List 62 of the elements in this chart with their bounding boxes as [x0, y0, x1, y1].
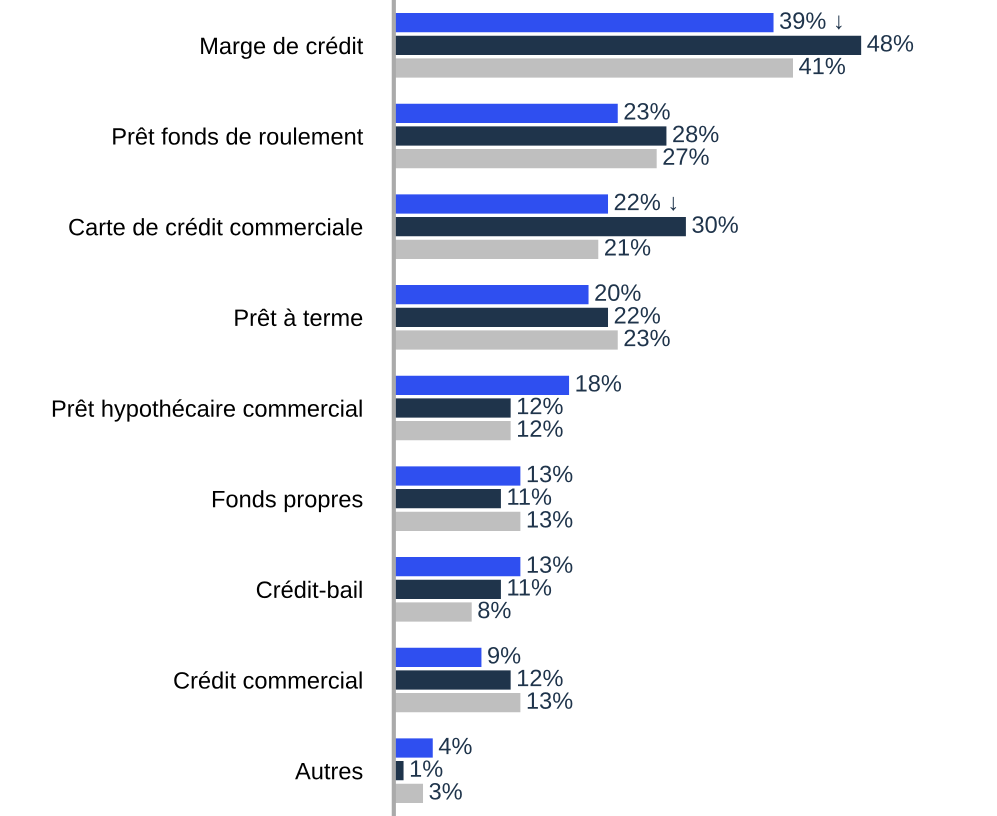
- data-label: 41%: [799, 58, 845, 74]
- bar: [394, 466, 520, 486]
- bar: [394, 308, 608, 327]
- bar: [394, 398, 511, 418]
- bar: [394, 240, 598, 259]
- bar: [394, 580, 501, 599]
- bar: [394, 149, 657, 168]
- data-label: 12%: [518, 670, 563, 686]
- data-label: 18%: [576, 374, 622, 392]
- data-label: 13%: [528, 556, 572, 574]
- y-tick-label: Prêt hypothécaire commercial: [52, 399, 362, 422]
- bar: [394, 693, 520, 712]
- bar: [394, 194, 608, 214]
- y-tick-label: Crédit commercial: [174, 671, 362, 689]
- bar: [394, 489, 501, 508]
- data-label: 13%: [528, 466, 572, 482]
- bar: [394, 512, 520, 531]
- data-label: 9%: [488, 646, 520, 664]
- bar: [394, 784, 424, 803]
- bar: [394, 376, 570, 395]
- bar: [394, 217, 686, 236]
- data-label: 20%: [595, 284, 641, 302]
- bar: [394, 648, 482, 667]
- data-label: 13%: [528, 692, 572, 710]
- y-tick-label: Carte de crédit commerciale: [69, 218, 362, 236]
- data-label: 11%: [508, 579, 552, 596]
- bar: [394, 104, 618, 123]
- data-label: 13%: [528, 510, 572, 528]
- bar: [394, 557, 520, 576]
- data-label: 22% ↓: [614, 194, 676, 211]
- data-label: 8%: [478, 602, 511, 618]
- data-label: 21%: [605, 238, 650, 256]
- data-label: 23%: [624, 330, 670, 346]
- bar: [394, 126, 666, 146]
- data-label: 4%: [438, 738, 472, 754]
- data-label: 12%: [518, 398, 563, 414]
- data-label: 28%: [673, 126, 718, 142]
- bar: [394, 421, 511, 440]
- y-tick-label: Crédit-bail: [256, 580, 362, 598]
- data-label: 11%: [508, 488, 552, 505]
- data-label: 30%: [692, 216, 738, 234]
- y-tick-label: Autres: [295, 762, 362, 780]
- y-tick-label: Marge de crédit: [201, 36, 364, 59]
- bar: [394, 285, 589, 304]
- data-label: 1%: [410, 760, 442, 777]
- y-tick-label: Fonds propres: [212, 490, 362, 512]
- data-label: 39% ↓: [780, 12, 842, 30]
- data-label: 27%: [663, 148, 709, 165]
- bar: [394, 13, 774, 32]
- y-tick-label: Prêt à terme: [235, 308, 362, 326]
- data-label: 12%: [518, 420, 563, 437]
- data-label: 3%: [429, 782, 462, 800]
- bar: [394, 670, 511, 690]
- y-tick-label: Prêt fonds de roulement: [113, 127, 364, 145]
- bar: [394, 58, 794, 78]
- bar: [394, 602, 472, 622]
- bar: [394, 330, 618, 350]
- data-label: 23%: [624, 102, 670, 120]
- data-label: 48%: [867, 34, 914, 52]
- bar: [394, 36, 862, 55]
- bar: [394, 738, 433, 758]
- data-label: 22%: [614, 306, 660, 324]
